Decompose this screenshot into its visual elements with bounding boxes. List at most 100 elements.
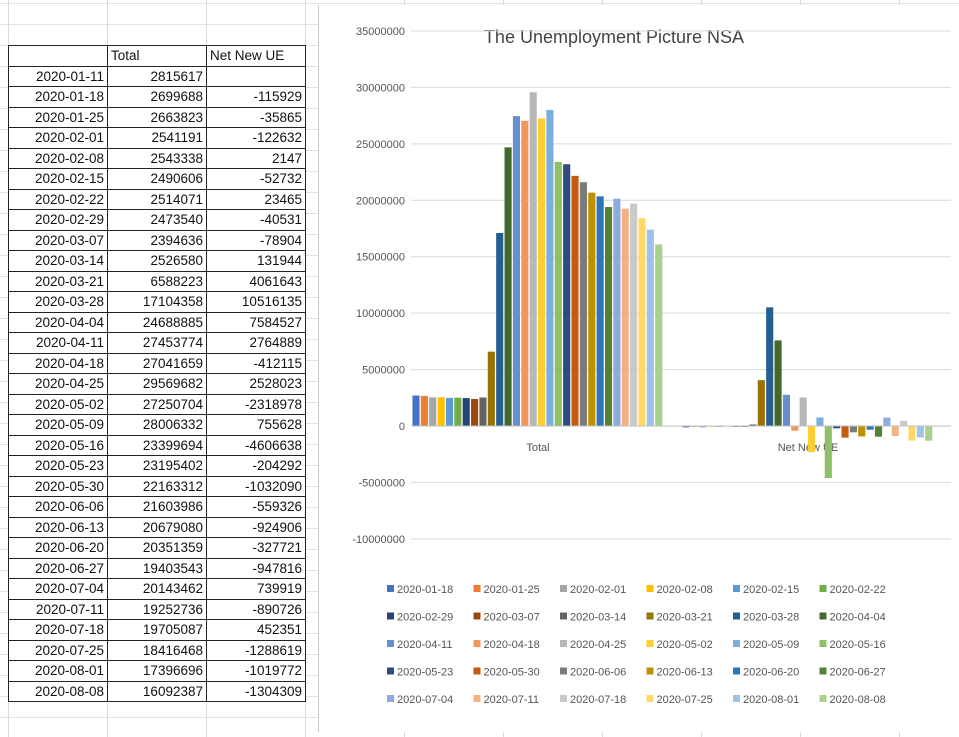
total-cell[interactable]: 2699688 bbox=[107, 86, 207, 108]
legend-item[interactable]: 2020-02-08 bbox=[646, 584, 713, 596]
bar-2020-06-20[interactable] bbox=[596, 196, 604, 426]
total-cell[interactable]: 27041659 bbox=[107, 352, 207, 374]
bar-2020-07-04[interactable] bbox=[883, 417, 891, 426]
net-new-cell[interactable]: 755628 bbox=[206, 414, 306, 436]
bar-2020-04-11[interactable] bbox=[782, 394, 791, 426]
total-cell[interactable]: 29569682 bbox=[107, 373, 207, 395]
date-cell[interactable]: 2020-08-01 bbox=[8, 660, 108, 682]
column-header[interactable] bbox=[8, 45, 108, 67]
bar-2020-05-30[interactable] bbox=[571, 175, 579, 426]
column-header[interactable]: Net New UE bbox=[206, 45, 306, 67]
date-cell[interactable]: 2020-03-21 bbox=[8, 270, 108, 292]
net-new-cell[interactable]: -4606638 bbox=[206, 434, 306, 456]
legend-item[interactable]: 2020-07-25 bbox=[646, 694, 713, 706]
legend-item[interactable]: 2020-03-28 bbox=[733, 612, 799, 624]
total-cell[interactable]: 2663823 bbox=[107, 106, 207, 128]
date-cell[interactable]: 2020-05-23 bbox=[8, 455, 108, 477]
bar-2020-02-01[interactable] bbox=[699, 426, 707, 428]
date-cell[interactable]: 2020-05-16 bbox=[8, 434, 108, 456]
legend-item[interactable]: 2020-04-11 bbox=[387, 639, 452, 651]
bar-2020-05-23[interactable] bbox=[833, 426, 841, 429]
total-cell[interactable]: 28006332 bbox=[107, 414, 207, 436]
legend-item[interactable]: 2020-05-02 bbox=[646, 639, 713, 651]
net-new-cell[interactable]: -35865 bbox=[206, 106, 306, 128]
date-cell[interactable]: 2020-04-18 bbox=[8, 352, 108, 374]
date-cell[interactable]: 2020-05-09 bbox=[8, 414, 108, 436]
chart-area[interactable]: The Unemployment Picture NSA 35000000 300… bbox=[318, 5, 959, 732]
date-cell[interactable]: 2020-05-30 bbox=[8, 475, 108, 497]
net-new-cell[interactable]: -78904 bbox=[206, 229, 306, 251]
net-new-cell[interactable] bbox=[206, 65, 306, 87]
date-cell[interactable]: 2020-02-29 bbox=[8, 209, 108, 231]
legend-item[interactable]: 2020-07-04 bbox=[387, 694, 453, 706]
bar-2020-04-25[interactable] bbox=[529, 92, 537, 426]
bar-2020-06-06[interactable] bbox=[849, 426, 857, 433]
date-cell[interactable]: 2020-07-04 bbox=[8, 578, 108, 600]
bar-2020-03-21[interactable] bbox=[487, 351, 495, 426]
bar-2020-05-16[interactable] bbox=[554, 161, 562, 427]
bar-2020-01-25[interactable] bbox=[420, 395, 428, 426]
total-cell[interactable]: 22163312 bbox=[107, 475, 207, 497]
date-cell[interactable]: 2020-06-13 bbox=[8, 516, 108, 538]
date-cell[interactable]: 2020-08-08 bbox=[8, 680, 108, 702]
date-cell[interactable]: 2020-01-11 bbox=[8, 65, 108, 87]
bar-2020-05-09[interactable] bbox=[546, 109, 554, 427]
net-new-cell[interactable]: -122632 bbox=[206, 127, 306, 149]
total-cell[interactable]: 2514071 bbox=[107, 188, 207, 210]
bar-2020-06-06[interactable] bbox=[579, 182, 587, 426]
date-cell[interactable]: 2020-02-22 bbox=[8, 188, 108, 210]
bar-2020-04-04[interactable] bbox=[504, 147, 512, 427]
net-new-cell[interactable]: -1288619 bbox=[206, 639, 306, 661]
net-new-cell[interactable]: -40531 bbox=[206, 209, 306, 231]
date-cell[interactable]: 2020-03-14 bbox=[8, 250, 108, 272]
date-cell[interactable]: 2020-03-28 bbox=[8, 291, 108, 313]
bar-2020-04-11[interactable] bbox=[512, 116, 521, 426]
bar-2020-08-01[interactable] bbox=[646, 229, 654, 426]
date-cell[interactable]: 2020-01-25 bbox=[8, 106, 108, 128]
bar-2020-04-04[interactable] bbox=[774, 340, 782, 426]
bar-2020-02-29[interactable] bbox=[462, 398, 470, 426]
net-new-cell[interactable]: -1032090 bbox=[206, 475, 306, 497]
legend-item[interactable]: 2020-06-13 bbox=[646, 667, 713, 679]
legend-item[interactable]: 2020-06-20 bbox=[733, 667, 799, 679]
bar-2020-04-25[interactable] bbox=[799, 397, 807, 426]
net-new-cell[interactable]: 2147 bbox=[206, 147, 306, 169]
total-cell[interactable]: 16092387 bbox=[107, 680, 207, 702]
date-cell[interactable]: 2020-03-07 bbox=[8, 229, 108, 251]
legend-item[interactable]: 2020-05-09 bbox=[733, 639, 799, 651]
date-cell[interactable]: 2020-07-25 bbox=[8, 639, 108, 661]
date-cell[interactable]: 2020-01-18 bbox=[8, 86, 108, 108]
bar-2020-07-25[interactable] bbox=[908, 426, 916, 441]
net-new-cell[interactable]: -1019772 bbox=[206, 660, 306, 682]
total-cell[interactable]: 2473540 bbox=[107, 209, 207, 231]
net-new-cell[interactable]: -1304309 bbox=[206, 680, 306, 702]
bar-2020-02-22[interactable] bbox=[454, 397, 462, 426]
legend-item[interactable]: 2020-01-18 bbox=[387, 584, 453, 596]
legend-item[interactable]: 2020-05-16 bbox=[819, 639, 886, 651]
date-cell[interactable]: 2020-02-01 bbox=[8, 127, 108, 149]
legend-item[interactable]: 2020-03-14 bbox=[560, 612, 626, 624]
legend-item[interactable]: 2020-08-01 bbox=[733, 694, 799, 706]
legend-item[interactable]: 2020-04-18 bbox=[473, 639, 540, 651]
net-new-cell[interactable]: 739919 bbox=[206, 578, 306, 600]
bar-2020-04-18[interactable] bbox=[791, 426, 799, 431]
bar-2020-02-08[interactable] bbox=[437, 397, 445, 426]
total-cell[interactable]: 27453774 bbox=[107, 332, 207, 354]
legend-item[interactable]: 2020-05-30 bbox=[473, 667, 540, 679]
bar-2020-06-27[interactable] bbox=[604, 207, 613, 426]
total-cell[interactable]: 20143462 bbox=[107, 578, 207, 600]
total-cell[interactable]: 19705087 bbox=[107, 619, 207, 641]
net-new-cell[interactable]: 7584527 bbox=[206, 311, 306, 333]
column-header[interactable]: Total bbox=[107, 45, 207, 67]
bar-2020-05-23[interactable] bbox=[563, 164, 571, 426]
total-cell[interactable]: 19252736 bbox=[107, 598, 207, 620]
total-cell[interactable]: 24688885 bbox=[107, 311, 207, 333]
total-cell[interactable]: 27250704 bbox=[107, 393, 207, 415]
legend-item[interactable]: 2020-07-11 bbox=[473, 694, 539, 706]
legend-item[interactable]: 2020-08-08 bbox=[819, 694, 886, 706]
bar-2020-02-15[interactable] bbox=[445, 397, 454, 426]
legend-item[interactable]: 2020-07-18 bbox=[560, 694, 626, 706]
net-new-cell[interactable]: -412115 bbox=[206, 352, 306, 374]
bar-2020-03-07[interactable] bbox=[471, 398, 479, 426]
date-cell[interactable]: 2020-02-15 bbox=[8, 168, 108, 190]
